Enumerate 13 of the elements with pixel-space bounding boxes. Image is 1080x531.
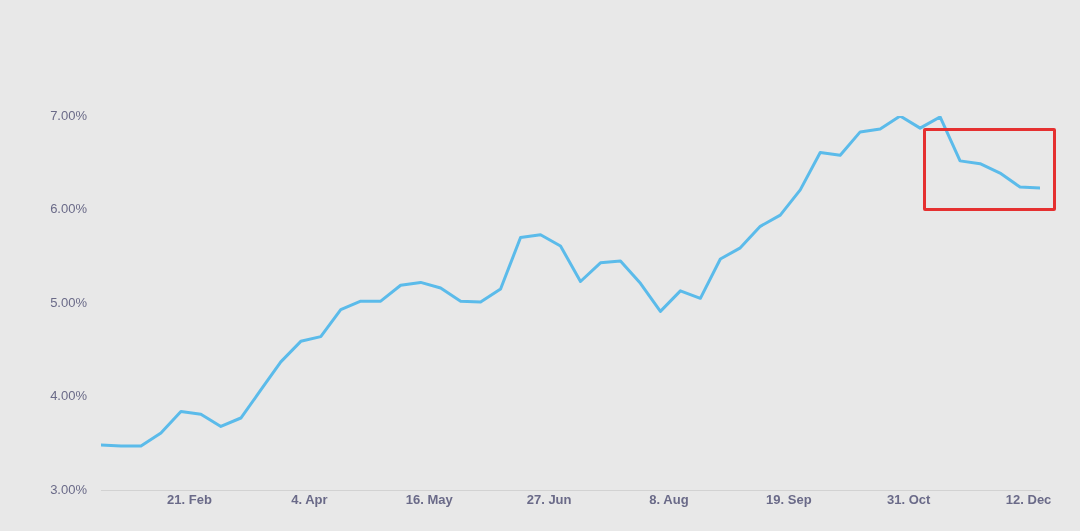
x-tick-label: 12. Dec (1005, 492, 1052, 508)
y-tick-label: 6.00% (50, 201, 88, 217)
x-tick-label: 16. May (405, 492, 454, 508)
y-tick-label: 3.00% (50, 481, 88, 497)
y-tick-label: 4.00% (50, 388, 88, 404)
x-tick-label: 4. Apr (291, 492, 328, 508)
x-tick-label: 27. Jun (526, 492, 572, 508)
x-tick-label: 31. Oct (887, 492, 932, 508)
y-tick-label: 5.00% (50, 294, 88, 310)
y-tick-label: 7.00% (50, 107, 88, 123)
x-tick-label: 8. Aug (649, 492, 689, 508)
x-tick-label: 19. Sep (766, 492, 812, 508)
x-tick-label: 21. Feb (167, 492, 212, 508)
